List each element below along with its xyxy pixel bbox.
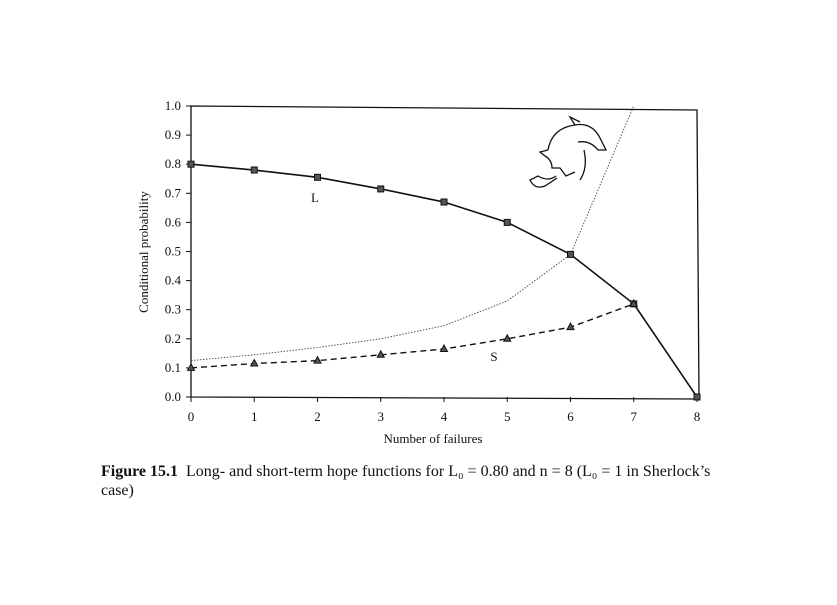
series-line	[190, 303, 634, 369]
marker	[249, 358, 259, 367]
y-tick-label: 0.6	[165, 214, 182, 229]
x-tick-label: 5	[504, 409, 511, 424]
x-tick-label: 3	[378, 409, 385, 424]
y-tick-label: 0.2	[165, 331, 181, 346]
marker	[314, 173, 321, 181]
marker	[503, 218, 511, 226]
marker	[250, 166, 258, 174]
y-tick-label: 0.9	[165, 127, 181, 142]
y-tick-label: 0.8	[165, 156, 181, 171]
marker	[313, 355, 322, 364]
x-tick-label: 6	[567, 409, 574, 424]
y-tick-label: 0.3	[165, 302, 181, 317]
x-axis-label: Number of failures	[384, 431, 483, 446]
y-axis-label: Conditional probability	[136, 191, 151, 313]
marker	[439, 343, 449, 352]
axis-frame	[190, 105, 700, 400]
x-tick-label: 4	[441, 409, 448, 424]
series-line	[190, 105, 635, 362]
caption: Figure 15.1 Long- and short-term hope fun…	[101, 462, 746, 500]
marker	[440, 198, 448, 206]
marker	[566, 322, 575, 331]
y-tick-label: 0.0	[165, 389, 181, 404]
caption-text: Long- and short-term hope functions for …	[101, 463, 711, 499]
marker	[186, 362, 196, 371]
y-tick-label: 0.7	[165, 185, 182, 200]
y-tick-label: 0.4	[165, 273, 182, 288]
marker	[187, 160, 195, 168]
sherlock-icon	[529, 115, 608, 188]
marker	[693, 393, 701, 401]
caption-label: Figure 15.1	[101, 463, 179, 480]
x-tick-label: 8	[694, 409, 701, 424]
marker	[502, 333, 512, 342]
y-tick-label: 1.0	[165, 98, 181, 113]
x-tick-label: 1	[251, 409, 258, 424]
x-tick-label: 0	[188, 409, 195, 424]
y-tick-label: 0.1	[165, 360, 181, 375]
series-label: L	[311, 190, 319, 205]
x-tick-label: 7	[631, 409, 638, 424]
series-label: S	[490, 349, 497, 364]
y-tick-label: 0.5	[165, 244, 181, 259]
marker	[376, 349, 386, 358]
marker	[629, 298, 639, 307]
x-tick-label: 2	[314, 409, 321, 424]
marker	[377, 185, 385, 193]
